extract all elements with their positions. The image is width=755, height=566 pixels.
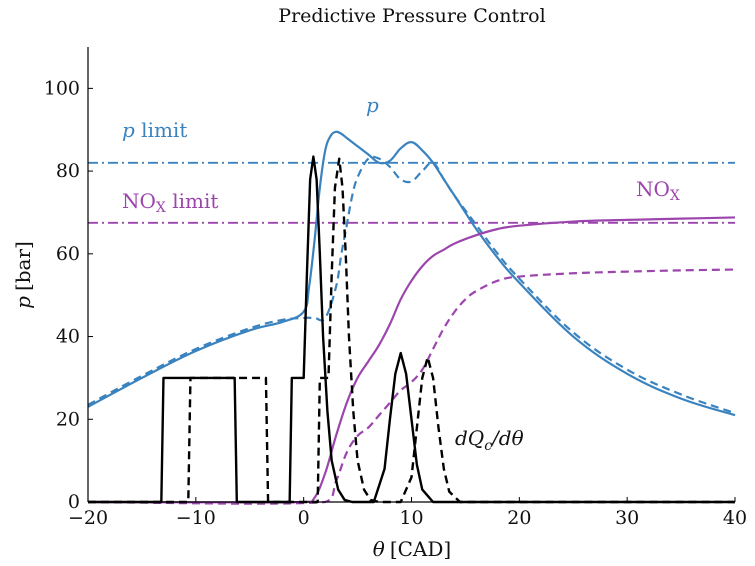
nox-limit-text: limit	[166, 189, 219, 213]
nox-limit-label: NOX limit	[122, 189, 218, 216]
nox-solid-line	[87, 216, 736, 504]
x-tick-label: 20	[507, 507, 531, 529]
nox-curve-base: NO	[636, 177, 670, 201]
y-tick-label: 0	[68, 491, 80, 513]
nox-dashed-line	[87, 268, 736, 505]
p-limit-var: p	[122, 118, 135, 142]
heat-release-sub: c	[484, 438, 492, 454]
x-tick-label: 40	[723, 507, 747, 529]
p-limit-label: p limit	[122, 118, 187, 142]
y-tick-label: 20	[56, 408, 80, 430]
pressure-solid-line	[87, 130, 736, 417]
p-limit-text: limit	[135, 118, 188, 142]
y-ticks: 0 20 40 60 80 100	[44, 77, 93, 513]
p-curve-label: p	[366, 93, 379, 117]
heat-release-label: dQc/dθ	[455, 426, 524, 454]
x-tick-label: −20	[68, 507, 108, 529]
nox-curve-label: NOX	[636, 177, 680, 204]
x-tick-label: 30	[615, 507, 639, 529]
x-ticks: −20 −10 0 10 20 30 40	[68, 497, 747, 529]
y-tick-label: 100	[44, 77, 80, 99]
x-tick-label: −10	[176, 507, 216, 529]
x-axis-label: θ [CAD]	[373, 537, 451, 561]
y-tick-label: 60	[56, 243, 80, 265]
nox-limit-sub: X	[156, 200, 166, 216]
heat-release-text: dQ	[455, 426, 484, 450]
axes: −20 −10 0 10 20 30 40 0 20 40 60 80 100	[44, 47, 747, 529]
x-axis-unit: [CAD]	[390, 537, 451, 561]
nox-curve-sub: X	[670, 188, 680, 204]
x-axis-var: θ	[373, 537, 385, 561]
y-tick-label: 80	[56, 160, 80, 182]
heat-dashed-line	[88, 157, 735, 504]
y-axis-label: p [bar]	[11, 241, 35, 309]
limit-lines	[88, 161, 735, 224]
y-axis-unit: [bar]	[11, 241, 35, 291]
chart-title: Predictive Pressure Control	[278, 5, 545, 27]
y-axis-var: p	[11, 296, 35, 309]
nox-limit-base: NO	[122, 189, 156, 213]
x-tick-label: 0	[298, 507, 310, 529]
x-tick-label: 10	[399, 507, 423, 529]
pressure-dashed-line	[87, 155, 736, 415]
y-tick-label: 40	[56, 326, 80, 348]
heat-release-tail: /dθ	[490, 426, 524, 450]
